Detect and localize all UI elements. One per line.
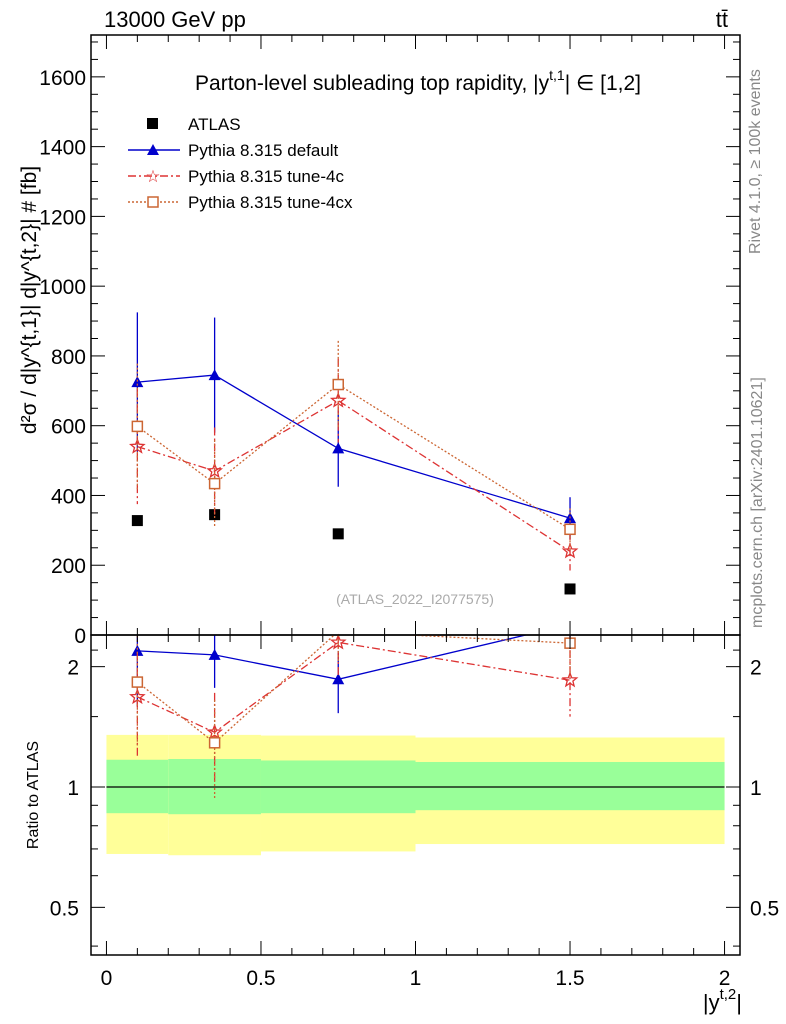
y-tick-label: 200 [51, 555, 86, 578]
uncertainty-band-green [415, 761, 725, 811]
ratio-plot-panel: 0.5 0.5 1 1 2 2 0 0.5 1 1.5 2 Ratio to ATLAS |yt,2… [25, 633, 779, 1015]
x-axis-label: |yt,2| [703, 986, 742, 1015]
legend-entry-default: Pythia 8.315 default [128, 141, 339, 160]
ratio-y-tick-label: 0.5 [50, 897, 79, 920]
point-tune4c [206, 723, 223, 740]
legend-label-atlas: ATLAS [188, 115, 241, 134]
ratio-plot-marks [106, 633, 725, 856]
legend-marker-default [147, 144, 159, 155]
point-atlas [131, 515, 143, 527]
point-tune4cx [332, 378, 344, 391]
legend-entry-tune4c: ☆ Pythia 8.315 tune-4c [128, 167, 344, 186]
point-default [332, 442, 345, 454]
point-tune4c [561, 542, 579, 559]
y-tick-label: 400 [51, 485, 86, 508]
series-line-default [137, 374, 571, 519]
main-plot-panel: 0 200 400 600 800 1000 1200 1400 1600 Parton-lev… [18, 34, 741, 648]
analysis-watermark: (ATLAS_2022_I2077575) [336, 591, 494, 607]
y-tick-label: 0 [74, 625, 86, 648]
y-tick-label: 1400 [39, 137, 86, 160]
process-label: tt̄ [716, 7, 728, 32]
ratio-y-tick-label-right: 2 [750, 657, 762, 680]
legend-label-default: Pythia 8.315 default [188, 141, 339, 160]
series-line-tune4cx [136, 635, 571, 744]
y-tick-label: 600 [51, 416, 86, 439]
y-tick-label: 1200 [39, 206, 86, 229]
legend-label-tune4c: Pythia 8.315 tune-4c [188, 167, 344, 186]
legend: ATLAS Pythia 8.315 default ☆ Pythia 8.31… [128, 115, 353, 212]
series-line-tune4cx [137, 383, 571, 530]
series-line-default [137, 635, 529, 680]
ratio-y-tick-label: 1 [67, 777, 79, 800]
energy-label: 13000 GeV pp [104, 7, 246, 32]
plot-title: Parton-level subleading top rapidity, |y… [195, 67, 641, 95]
y-tick-label: 1000 [39, 276, 86, 299]
ratio-y-tick-label-right: 0.5 [750, 897, 779, 920]
series-line-tune4c [137, 399, 571, 552]
ratio-y-tick-label: 2 [67, 657, 79, 680]
point-default [332, 673, 345, 685]
point-default [131, 644, 144, 656]
y-tick-label: 800 [51, 346, 86, 369]
x-tick-label: 1 [410, 967, 422, 990]
y-tick-label: 1600 [39, 67, 86, 90]
ratio-y-axis-label: Ratio to ATLAS [25, 741, 42, 849]
x-tick-label: 2 [719, 967, 731, 990]
point-tune4c [561, 671, 579, 688]
main-plot-axes: 0 200 400 600 800 1000 1200 1400 1600 [39, 35, 740, 648]
point-tune4cx [131, 676, 144, 688]
x-tick-label: 1.5 [555, 967, 584, 990]
legend-entry-atlas: ATLAS [147, 115, 241, 134]
rivet-version-text: Rivet 4.1.0, ≥ 100k events [747, 69, 764, 254]
legend-entry-tune4cx: Pythia 8.315 tune-4cx [128, 193, 353, 212]
legend-marker-tune4c: ☆ [145, 167, 160, 186]
point-default [208, 369, 221, 381]
ratio-y-tick-label-right: 1 [750, 777, 762, 800]
legend-marker-tune4cx [147, 196, 159, 208]
main-plot-marks [129, 312, 579, 595]
legend-marker-atlas [147, 118, 158, 129]
legend-label-tune4cx: Pythia 8.315 tune-4cx [188, 193, 353, 212]
series-line-tune4c [137, 641, 571, 734]
x-tick-label: 0 [101, 967, 113, 990]
point-default [208, 648, 221, 660]
mcplots-reference-text: mcplots.cern.ch [arXiv:2401.10621] [749, 377, 766, 628]
point-tune4c [329, 391, 347, 408]
point-tune4cx [208, 477, 221, 490]
point-tune4cx [208, 737, 221, 749]
point-atlas [564, 583, 576, 595]
point-tune4cx [564, 523, 576, 536]
point-tune4c [329, 633, 347, 650]
point-tune4cx [131, 420, 144, 433]
main-y-axis-label: d²σ / d|y^{t,1}| d|y^{t,2}| # [fb] [18, 166, 41, 434]
point-atlas [332, 528, 344, 540]
x-tick-label: 0.5 [246, 967, 275, 990]
ratio-plot-axes: 0.5 0.5 1 1 2 2 0 0.5 1 1.5 2 [50, 635, 779, 990]
